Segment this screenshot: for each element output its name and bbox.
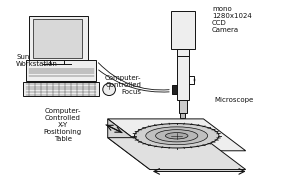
Ellipse shape — [134, 124, 219, 148]
Text: Microscope: Microscope — [215, 97, 254, 103]
Text: Computer-
Controlled
X-Y
Positioning
Table: Computer- Controlled X-Y Positioning Tab… — [44, 108, 82, 142]
Polygon shape — [108, 119, 246, 151]
Ellipse shape — [103, 83, 115, 95]
Ellipse shape — [146, 127, 208, 145]
Ellipse shape — [166, 133, 188, 139]
FancyBboxPatch shape — [33, 19, 82, 58]
Text: mono
1280x1024
CCD
Camera: mono 1280x1024 CCD Camera — [212, 6, 252, 33]
FancyBboxPatch shape — [180, 113, 185, 118]
Ellipse shape — [156, 130, 198, 142]
FancyBboxPatch shape — [23, 82, 99, 96]
Polygon shape — [108, 119, 150, 170]
Text: Sun
Workstation: Sun Workstation — [16, 54, 58, 67]
FancyBboxPatch shape — [177, 56, 189, 100]
FancyBboxPatch shape — [172, 85, 177, 94]
Polygon shape — [108, 138, 246, 170]
FancyBboxPatch shape — [171, 11, 195, 50]
FancyBboxPatch shape — [177, 49, 189, 56]
FancyBboxPatch shape — [29, 16, 88, 61]
FancyBboxPatch shape — [26, 60, 97, 81]
Text: Computer-
Controlled
Focus: Computer- Controlled Focus — [105, 75, 142, 95]
FancyBboxPatch shape — [179, 100, 187, 113]
